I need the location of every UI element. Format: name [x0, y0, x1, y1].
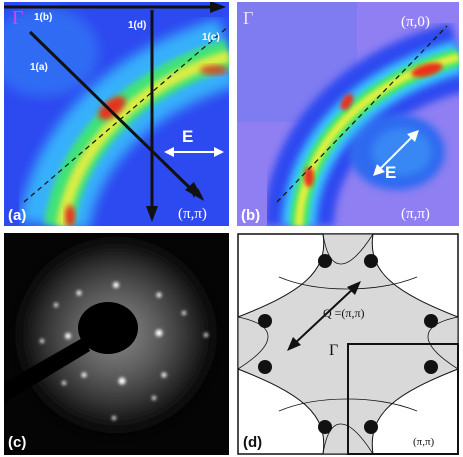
gamma-label: Γ: [243, 8, 253, 28]
panel-b-map: Γ (π,0) E (π,π) (b): [237, 2, 459, 226]
intensity-peak: [98, 96, 126, 120]
nesting-vector-arrow: [292, 286, 356, 346]
diffraction-spot: [155, 329, 163, 337]
diffraction-spot: [40, 339, 44, 343]
panel-c: (c): [4, 233, 229, 455]
hot-spot: [364, 254, 378, 268]
electron-gun-shadow: [78, 302, 138, 354]
diffraction-spot: [62, 381, 66, 385]
hot-spot: [258, 360, 272, 374]
panel-d-fermi-surface-diagram: Q =(π,π) Γ (π,π) (d): [237, 233, 459, 455]
intensity-peak: [411, 62, 443, 78]
brillouin-zone-diagonal: [276, 25, 448, 203]
panel-a: Γ 1(b) 1(d) 1(c) 1(a) E (π,π) (a): [4, 2, 229, 226]
energy-label: E: [385, 163, 396, 182]
panel-b: Γ (π,0) E (π,π) (b): [237, 2, 459, 226]
panel-c-tag: (c): [8, 434, 26, 451]
hot-spot: [424, 314, 438, 328]
hot-spot: [318, 254, 332, 268]
diffraction-spot: [76, 290, 82, 296]
diffraction-spot: [182, 311, 186, 315]
nesting-vector-label: Q =(π,π): [323, 306, 365, 320]
hot-spot: [364, 420, 378, 434]
diffraction-spot: [152, 396, 156, 400]
cut-1c-label: 1(c): [202, 32, 220, 43]
panel-d-tag: (d): [243, 434, 262, 451]
intensity-peak: [65, 205, 75, 226]
panel-a-tag: (a): [8, 207, 26, 224]
cut-1a-label: 1(a): [30, 62, 48, 73]
cut-1a-arrow: [28, 30, 196, 194]
brillouin-zone-diagonal: [23, 25, 229, 203]
hot-spot: [318, 420, 332, 434]
diffraction-spot: [156, 292, 162, 298]
diffraction-spot: [65, 333, 71, 339]
energy-arrow: [378, 135, 414, 171]
cut-1d-label: 1(d): [128, 20, 146, 31]
panel-b-tag: (b): [241, 207, 260, 224]
panel-c-diffraction-image: (c): [4, 233, 229, 455]
intensity-peak: [304, 167, 314, 187]
corner-label-pi-pi: (π,π): [401, 206, 430, 222]
hot-spot: [258, 314, 272, 328]
gamma-label: Γ: [329, 342, 338, 359]
diffraction-spot: [54, 303, 58, 307]
hot-spot: [424, 360, 438, 374]
corner-label-pi-pi: (π,π): [413, 436, 435, 448]
diffraction-spot: [161, 372, 167, 378]
quarter-zone-box: [347, 343, 459, 455]
panel-a-map: Γ 1(b) 1(d) 1(c) 1(a) E (π,π) (a): [4, 2, 229, 226]
energy-label: E: [182, 127, 193, 146]
corner-label-pi-pi: (π,π): [178, 206, 207, 222]
diffraction-spot: [113, 282, 119, 288]
cut-1b-label: 1(b): [34, 12, 52, 23]
diffraction-spot: [118, 377, 126, 385]
diffraction-spot: [204, 333, 208, 337]
diffraction-spot: [112, 416, 116, 420]
gamma-label: Γ: [12, 7, 24, 29]
diffraction-spot: [81, 372, 87, 378]
intensity-peak: [340, 93, 354, 111]
panel-d: Q =(π,π) Γ (π,π) (d): [237, 233, 459, 455]
corner-label-pi-0: (π,0): [401, 14, 430, 30]
